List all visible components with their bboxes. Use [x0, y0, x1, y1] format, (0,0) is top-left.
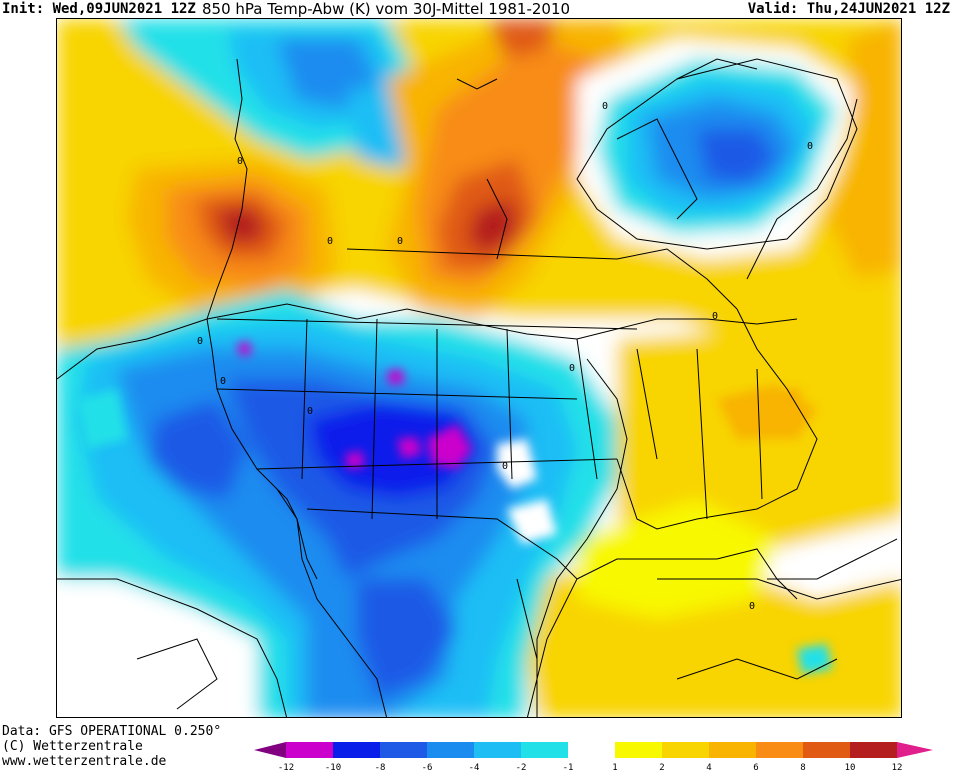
valid-time: Valid: Thu,24JUN2021 12Z — [747, 1, 950, 17]
zero-contours — [57, 58, 901, 717]
legend-swatch — [850, 742, 897, 758]
legend-tick-label: -10 — [325, 763, 341, 773]
legend-tick-label: -2 — [516, 763, 527, 773]
legend-tick-label: -1 — [563, 763, 574, 773]
legend-swatch — [427, 742, 474, 758]
legend-swatch — [803, 742, 850, 758]
legend-swatch — [286, 742, 333, 758]
legend-swatch — [474, 742, 521, 758]
contour-label: 0 — [749, 601, 755, 612]
legend-tick-label: -12 — [278, 763, 294, 773]
legend-tick-label: 6 — [753, 763, 758, 773]
contour-label: 0 — [397, 236, 403, 247]
legend-tick-label: -4 — [469, 763, 480, 773]
temperature-anomaly-map: 0 0 0 0 0 0 0 0 0 0 0 0 — [56, 18, 902, 718]
geographic-boundaries — [136, 58, 898, 717]
copyright: (C) Wetterzentrale — [2, 739, 143, 754]
anomaly-field — [57, 19, 901, 717]
data-source: Data: GFS OPERATIONAL 0.250° — [2, 724, 222, 739]
legend-swatch — [521, 742, 568, 758]
legend-canvas: -12 -10 -8 -6 -4 -2 -1 1 2 4 6 8 10 12 — [254, 742, 933, 773]
legend-swatch — [333, 742, 380, 758]
legend-tick-label: 4 — [706, 763, 711, 773]
contour-label: 0 — [569, 363, 575, 374]
legend-tick-label: -6 — [422, 763, 433, 773]
contour-labels: 0 0 0 0 0 0 0 0 0 0 0 0 — [197, 101, 813, 612]
legend-swatch — [615, 742, 662, 758]
legend-swatch — [380, 742, 427, 758]
legend-tick-label: 2 — [659, 763, 664, 773]
contour-label: 0 — [602, 101, 608, 112]
contour-label: 0 — [197, 336, 203, 347]
legend-swatch — [756, 742, 803, 758]
contour-label: 0 — [807, 141, 813, 152]
contour-label: 0 — [220, 376, 226, 387]
contour-label: 0 — [502, 461, 508, 472]
contour-label: 0 — [237, 156, 243, 167]
init-time: Init: Wed,09JUN2021 12Z — [2, 1, 196, 17]
legend-arrow-low — [254, 742, 286, 758]
legend-tick-label: 12 — [892, 763, 903, 773]
map-canvas: 0 0 0 0 0 0 0 0 0 0 0 0 — [57, 19, 901, 717]
contour-label: 0 — [327, 236, 333, 247]
legend-swatch — [709, 742, 756, 758]
color-legend: -12 -10 -8 -6 -4 -2 -1 1 2 4 6 8 10 12 — [250, 740, 966, 780]
contour-label: 0 — [712, 311, 718, 322]
legend-tick-label: 8 — [800, 763, 805, 773]
website-link[interactable]: www.wetterzentrale.de — [2, 754, 167, 769]
legend-tick-label: -8 — [375, 763, 386, 773]
legend-tick-label: 1 — [612, 763, 617, 773]
map-title: 850 hPa Temp-Abw (K) vom 30J-Mittel 1981… — [202, 0, 571, 18]
legend-arrow-high — [897, 742, 933, 758]
legend-tick-label: 10 — [845, 763, 856, 773]
legend-swatch — [568, 742, 615, 758]
legend-swatch — [662, 742, 709, 758]
contour-label: 0 — [307, 406, 313, 417]
